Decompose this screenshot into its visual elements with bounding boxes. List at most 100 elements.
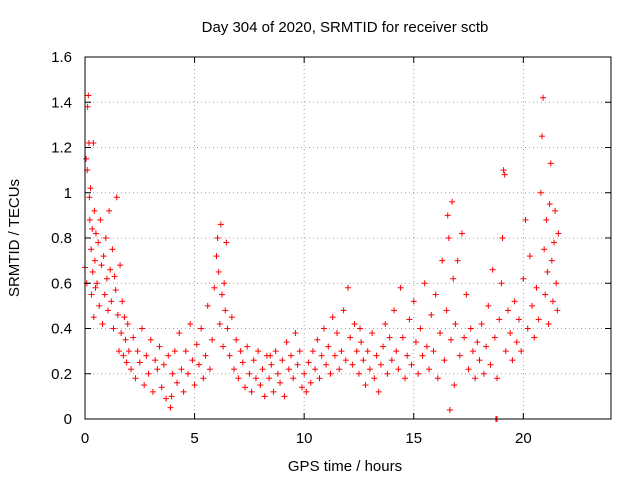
data-point: [391, 307, 398, 314]
data-point: [369, 330, 376, 337]
data-point: [288, 352, 295, 359]
data-point: [399, 334, 406, 341]
data-point: [421, 280, 428, 287]
data-point: [154, 366, 161, 373]
data-point: [257, 382, 264, 389]
data-point: [89, 268, 96, 275]
data-point: [555, 230, 562, 237]
data-point: [547, 160, 554, 167]
data-point: [529, 302, 536, 309]
data-point: [432, 291, 439, 298]
data-point: [96, 302, 103, 309]
data-point: [404, 352, 411, 359]
data-point: [476, 357, 483, 364]
data-point: [294, 361, 301, 368]
data-point: [88, 246, 95, 253]
data-point: [266, 375, 273, 382]
data-point: [200, 375, 207, 382]
data-point: [95, 239, 102, 246]
data-point: [384, 370, 391, 377]
data-point: [345, 284, 351, 291]
data-point: [373, 352, 380, 359]
data-point: [351, 320, 358, 327]
data-point: [290, 375, 297, 382]
data-point: [84, 103, 91, 110]
x-tick-label: 20: [515, 430, 532, 447]
y-tick-label: 0: [64, 411, 72, 428]
data-point: [121, 314, 128, 321]
data-point: [283, 339, 290, 346]
data-point: [358, 339, 365, 346]
data-point: [163, 395, 170, 402]
data-point: [241, 384, 248, 391]
data-point: [216, 320, 223, 327]
data-point: [520, 275, 527, 282]
data-point: [386, 334, 393, 341]
data-point: [193, 341, 200, 348]
data-point: [134, 348, 141, 355]
data-point: [106, 207, 113, 214]
y-tick-label: 1.4: [51, 94, 72, 111]
data-point: [246, 370, 253, 377]
data-point: [430, 348, 437, 355]
data-point: [456, 352, 463, 359]
data-point: [362, 382, 369, 389]
data-point: [491, 334, 498, 341]
data-point: [382, 320, 389, 327]
data-point: [103, 275, 110, 282]
data-point: [244, 343, 251, 350]
data-point: [92, 284, 99, 291]
data-point: [500, 167, 507, 174]
data-point: [89, 225, 96, 232]
data-point: [327, 370, 334, 377]
data-point: [406, 316, 413, 323]
data-point: [167, 404, 174, 411]
data-point: [551, 239, 558, 246]
data-point: [537, 189, 544, 196]
data-point: [340, 307, 347, 314]
data-point: [112, 287, 119, 294]
data-point: [395, 366, 402, 373]
data-point: [100, 253, 107, 260]
data-point: [417, 325, 424, 332]
data-point: [298, 384, 305, 391]
data-point: [147, 336, 154, 343]
y-tick-label: 0.2: [51, 366, 72, 383]
data-point: [182, 348, 189, 355]
data-point: [428, 311, 435, 318]
data-point: [215, 268, 222, 275]
data-point: [259, 366, 266, 373]
data-point: [158, 384, 165, 391]
data-point: [169, 370, 176, 377]
data-point: [437, 330, 444, 337]
data-point: [360, 357, 367, 364]
data-point: [296, 348, 303, 355]
data-point: [250, 357, 257, 364]
data-point: [189, 357, 196, 364]
data-point: [312, 366, 319, 373]
data-point: [526, 253, 533, 260]
data-point: [171, 348, 178, 355]
data-point: [99, 320, 106, 327]
data-point: [248, 388, 255, 395]
data-point: [423, 343, 430, 350]
data-point: [115, 348, 122, 355]
data-point: [198, 325, 205, 332]
data-point: [124, 320, 131, 327]
data-point: [94, 280, 101, 287]
data-point: [92, 230, 99, 237]
data-point: [178, 366, 185, 373]
data-point: [141, 382, 148, 389]
data-point: [237, 348, 244, 355]
data-point: [152, 357, 159, 364]
data-point: [325, 343, 332, 350]
data-point: [235, 375, 242, 382]
data-point: [97, 216, 104, 223]
data-point: [478, 320, 485, 327]
data-point: [451, 382, 458, 389]
data-point: [342, 357, 349, 364]
data-point: [143, 352, 150, 359]
data-point: [285, 366, 292, 373]
data-point: [336, 366, 343, 373]
data-point: [118, 330, 125, 337]
